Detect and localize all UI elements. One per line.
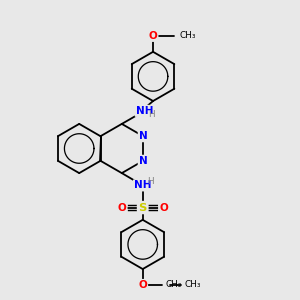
Text: H: H: [148, 110, 155, 119]
Text: N: N: [139, 156, 148, 166]
Text: H: H: [147, 177, 154, 186]
Text: S: S: [139, 202, 147, 212]
Text: O: O: [159, 202, 168, 212]
Text: O: O: [118, 202, 126, 212]
Text: N: N: [139, 131, 148, 141]
Text: O: O: [149, 31, 158, 41]
Text: NH: NH: [134, 180, 152, 190]
Text: CH₂: CH₂: [166, 280, 182, 290]
Text: CH₃: CH₃: [179, 32, 196, 40]
Text: CH₃: CH₃: [184, 280, 201, 290]
Text: NH: NH: [136, 106, 153, 116]
Text: O: O: [138, 280, 147, 290]
